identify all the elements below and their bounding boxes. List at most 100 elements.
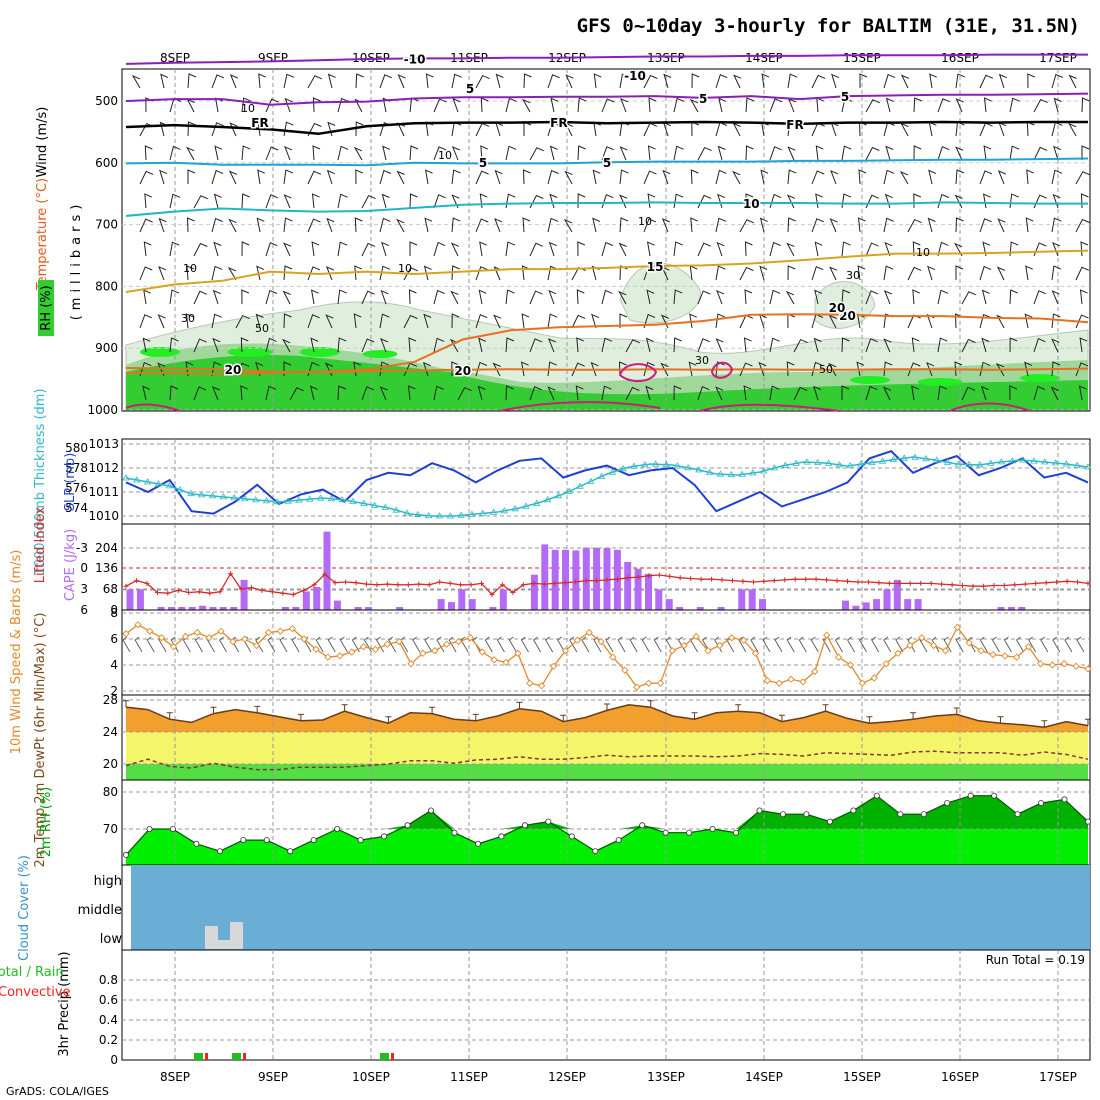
thickness-marker xyxy=(835,461,844,468)
temperature-lines xyxy=(123,700,1091,771)
wind-barb xyxy=(547,313,558,329)
wind-barb xyxy=(379,169,392,185)
wind-barb xyxy=(673,289,683,305)
wind-barb xyxy=(811,266,824,281)
precip-grid xyxy=(122,950,1090,1060)
wind-barb xyxy=(563,218,573,233)
wind-speed-marker xyxy=(526,679,534,687)
lifted-index-marker xyxy=(845,578,850,584)
wind-barb xyxy=(815,145,824,161)
temperature-error-bar xyxy=(166,712,173,720)
cape-bar xyxy=(655,589,663,610)
wind-speed-marker xyxy=(977,647,985,655)
cape-bar xyxy=(541,544,549,610)
precip-tick-label: 0.8 xyxy=(99,973,118,987)
wind-speed-marker xyxy=(621,666,629,674)
wind-barb xyxy=(433,241,446,257)
wind-barb xyxy=(283,169,294,185)
thickness-marker xyxy=(781,461,790,468)
wind-barb xyxy=(619,73,630,89)
lifted-index-marker xyxy=(928,580,934,586)
wind-barb xyxy=(228,170,238,185)
wind-barb xyxy=(571,266,586,281)
lifted-index-marker xyxy=(510,590,516,595)
wind-barb xyxy=(142,385,151,401)
lifted-index-marker xyxy=(238,586,244,592)
wind-barb xyxy=(690,217,698,233)
cape-bar xyxy=(365,607,372,610)
lifted-index-marker xyxy=(499,582,505,588)
thickness-marker xyxy=(954,460,963,467)
wind-barb xyxy=(954,242,963,257)
rh-2m-marker xyxy=(991,792,998,799)
precip-convective-bar xyxy=(243,1053,246,1060)
temperature-grid xyxy=(122,695,1090,780)
rh-2m-marker xyxy=(381,833,388,840)
thickness-marker xyxy=(446,512,455,519)
wind-barb xyxy=(1033,98,1048,113)
wind-barb xyxy=(408,337,417,353)
wind-barb xyxy=(451,217,461,233)
lifted-index-marker xyxy=(562,580,568,586)
rh-contour-line xyxy=(125,401,1031,412)
wind-barb xyxy=(379,217,391,233)
wind-barb xyxy=(787,73,798,89)
wind-barb xyxy=(907,218,922,233)
wind-speed-marker xyxy=(1024,643,1033,651)
rh-contour-label: 30 xyxy=(695,354,709,367)
wind-barb xyxy=(235,314,250,329)
rh-2m-marker xyxy=(357,837,364,844)
wind-barb xyxy=(643,361,655,377)
thickness-marker xyxy=(738,470,746,477)
cape-axis-label: CAPE (J/kg) xyxy=(63,529,78,601)
wind-barb xyxy=(810,636,819,653)
wind-speed-marker xyxy=(502,658,510,667)
lifted-index-marker xyxy=(980,583,986,589)
wind-barb xyxy=(193,242,208,257)
precip-convective-bar xyxy=(205,1053,208,1060)
wind-barb xyxy=(355,121,364,137)
wind-speed-marker xyxy=(205,634,213,642)
wind-barb xyxy=(954,194,963,209)
isotherm-label: FR xyxy=(786,118,803,132)
rh-2m-tick-label: 80 xyxy=(103,785,118,799)
thickness-marker xyxy=(997,458,1006,465)
cape-bar xyxy=(634,568,642,610)
slp-thickness-panel: 1013 1012 1011 1010 580 578 576 574 1000-500mb … xyxy=(33,388,1092,576)
top-date-label: 17SEP xyxy=(1039,51,1077,65)
wind-speed-marker xyxy=(858,679,866,687)
wind-barb xyxy=(955,636,964,653)
lifted-index-marker xyxy=(824,577,830,583)
wind-barb xyxy=(1078,385,1087,401)
li-tick-label: 0 xyxy=(80,561,88,575)
rh-contour-label: 10 xyxy=(638,215,652,228)
wind-barb xyxy=(424,636,433,653)
cape-li-ticks: -3 204 0 136 3 68 6 0 xyxy=(76,541,118,617)
wind-barb xyxy=(697,242,711,257)
rh-2m-marker xyxy=(263,837,270,844)
wind-barb xyxy=(648,97,657,113)
wind-barb xyxy=(144,145,153,161)
wind-barb xyxy=(955,217,964,233)
rh-2m-marker xyxy=(615,837,622,844)
wind-barb xyxy=(1024,361,1033,377)
wind-speed-marker xyxy=(549,662,558,670)
wind-barb xyxy=(403,314,418,329)
wind-barb xyxy=(689,313,697,329)
lifted-index-marker xyxy=(750,579,756,585)
lifted-index-marker xyxy=(426,582,432,588)
wind-barb xyxy=(997,170,1006,185)
temperature-error-bar xyxy=(647,700,654,708)
wind-barb xyxy=(1064,636,1073,653)
wind-barb xyxy=(451,194,460,209)
cape-bar xyxy=(468,599,476,610)
wind-barb xyxy=(122,636,131,653)
wind-barb xyxy=(601,98,615,113)
temperature-tick-label: 20 xyxy=(103,757,118,771)
cape-bar xyxy=(333,600,341,610)
wind-barb xyxy=(381,193,390,209)
wind-barb xyxy=(937,146,950,161)
wind-barb xyxy=(478,289,487,305)
wind-barb xyxy=(144,193,152,209)
wind-speed-marker xyxy=(419,649,427,657)
